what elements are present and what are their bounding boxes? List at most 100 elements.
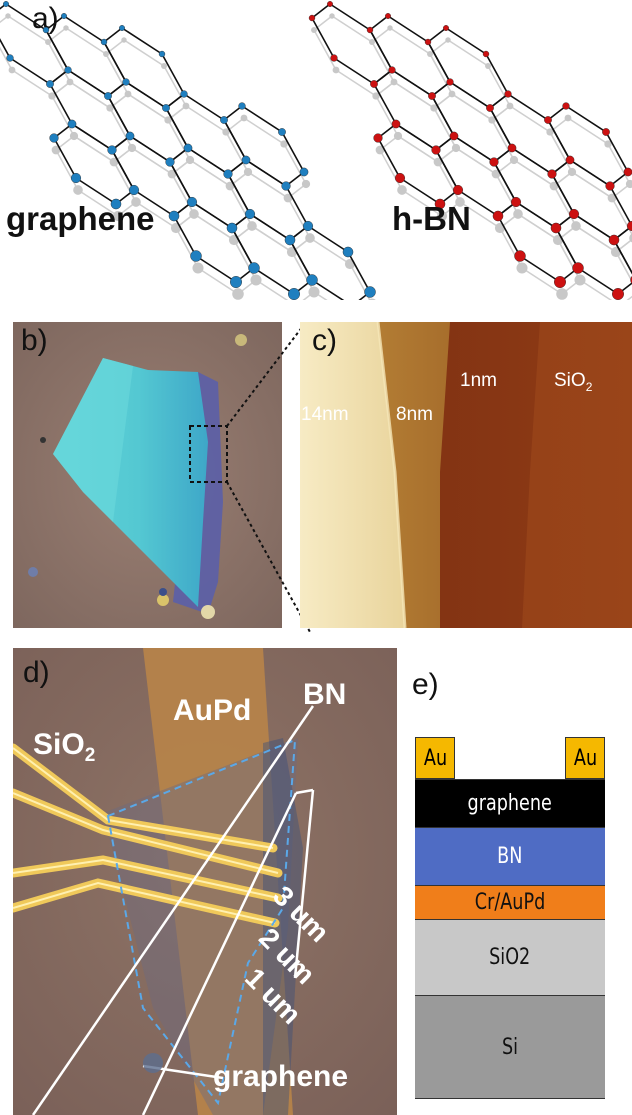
lattice-bond: [551, 173, 575, 215]
lattice-shadow-bond: [447, 39, 489, 67]
lattice-shadow-atom: [329, 13, 335, 19]
lattice-atom: [299, 167, 309, 177]
lattice-shadow-atom: [455, 197, 465, 207]
lattice-atom: [482, 50, 490, 58]
lattice-atom: [492, 210, 504, 222]
lattice-shadow-atom: [372, 92, 380, 100]
panel-d-label: d): [23, 656, 50, 689]
lattice-atom: [612, 288, 624, 300]
hbn-lattice-label: h-BN: [392, 200, 471, 237]
lattice-shadow-bond: [611, 197, 632, 236]
lattice-atom: [486, 104, 494, 112]
lattice-shadow-atom: [280, 140, 288, 148]
lattice-shadow-atom: [167, 169, 177, 179]
lattice-shadow-atom: [549, 181, 559, 191]
lattice-shadow-atom: [308, 286, 320, 298]
lattice-atom: [446, 78, 454, 86]
lattice-shadow-bond: [255, 279, 289, 300]
lattice-shadow-atom: [243, 167, 253, 177]
lattice-atom: [565, 155, 575, 165]
lattice-bond: [613, 239, 632, 275]
lattice-shadow-bond: [521, 267, 563, 295]
lattice-shadow-bond: [331, 15, 373, 43]
lattice-shadow-bond: [0, 15, 9, 24]
lattice-shadow-atom: [607, 193, 617, 203]
lattice-shadow-atom: [232, 288, 244, 300]
afm-image: [300, 322, 632, 628]
lattice-shadow-bond: [127, 93, 169, 121]
layer-si: Si: [415, 995, 605, 1099]
lattice-shadow-atom: [124, 90, 132, 98]
lattice-shadow-bond: [197, 267, 239, 295]
lattice-atom: [64, 66, 72, 74]
lattice-bond: [111, 149, 135, 191]
lattice-shadow-atom: [516, 262, 528, 274]
panel-d: d) SiO2 AuPd BN 3 um 2 um 1 um graphene: [13, 648, 397, 1115]
lattice-bond: [445, 27, 487, 55]
lattice-atom: [162, 104, 170, 112]
lattice-shadow-bond: [73, 135, 115, 163]
lattice-shadow-bond: [437, 161, 461, 203]
lattice-shadow-bond: [247, 171, 289, 199]
lattice-bond: [133, 189, 175, 217]
lattice-bond: [53, 137, 77, 179]
panel-c: c) 14nm 8nm 1nm SiO2: [300, 322, 632, 628]
lattice-shadow-atom: [427, 51, 433, 57]
lattice-shadow-bond: [11, 69, 53, 97]
lattice-atom: [431, 145, 441, 155]
lattice-shadow-atom: [393, 131, 403, 141]
lattice-shadow-atom: [305, 233, 315, 243]
lattice-shadow-bond: [451, 93, 493, 121]
lattice-atom: [119, 25, 125, 31]
lattice-bond: [507, 93, 549, 121]
lattice-bond: [515, 201, 557, 229]
lattice-atom: [443, 25, 449, 31]
lattice-bond: [107, 95, 131, 137]
lattice-bond: [223, 119, 247, 161]
lattice-shadow-bond: [105, 53, 129, 95]
layer-stack: Au Au graphene BN Cr/AuPd SiO2 Si: [415, 737, 605, 1099]
lattice-bond: [173, 215, 197, 257]
lattice-bond: [457, 189, 499, 217]
lattice-bond: [75, 177, 117, 205]
lattice-shadow-atom: [509, 155, 519, 165]
lattice-atom: [3, 1, 9, 7]
lattice-shadow-bond: [513, 159, 555, 187]
lattice-atom: [572, 262, 584, 274]
lattice-bond: [311, 17, 335, 59]
lattice-shadow-atom: [73, 185, 83, 195]
lattice-bond: [165, 107, 189, 149]
lattice-shadow-bond: [47, 41, 71, 83]
lattice-bond: [9, 57, 51, 85]
lattice-shadow-atom: [283, 193, 293, 203]
lattice-bond: [161, 53, 185, 95]
lattice-bond: [573, 213, 615, 241]
lattice-bond: [555, 227, 579, 269]
lattice-atom: [223, 169, 233, 179]
lattice-shadow-bond: [123, 39, 165, 67]
lattice-atom: [46, 80, 54, 88]
lattice-shadow-bond: [455, 147, 497, 175]
lattice-shadow-atom: [311, 27, 317, 33]
lattice-shadow-atom: [112, 210, 124, 222]
lattice-shadow-bond: [109, 107, 133, 149]
lattice-shadow-atom: [182, 102, 190, 110]
lattice-bond: [395, 123, 437, 151]
lattice-bond: [449, 81, 491, 109]
lattice-bond: [245, 159, 287, 187]
lattice-atom: [288, 288, 300, 300]
lattice-shadow-atom: [185, 155, 195, 165]
lattice-atom: [248, 262, 260, 274]
lattice-bond: [249, 213, 291, 241]
lattice-atom: [364, 286, 376, 298]
lattice-bond: [183, 93, 225, 121]
lattice-shadow-bond: [135, 201, 177, 229]
lattice-shadow-atom: [387, 25, 393, 31]
lattice-atom: [226, 222, 238, 234]
lattice-bond: [45, 15, 65, 31]
lattice-atom: [342, 246, 354, 258]
lattice-bond: [369, 15, 389, 31]
lattice-shadow-bond: [171, 173, 195, 215]
lattice-shadow-atom: [564, 114, 572, 122]
lattice-shadow-atom: [48, 92, 56, 100]
